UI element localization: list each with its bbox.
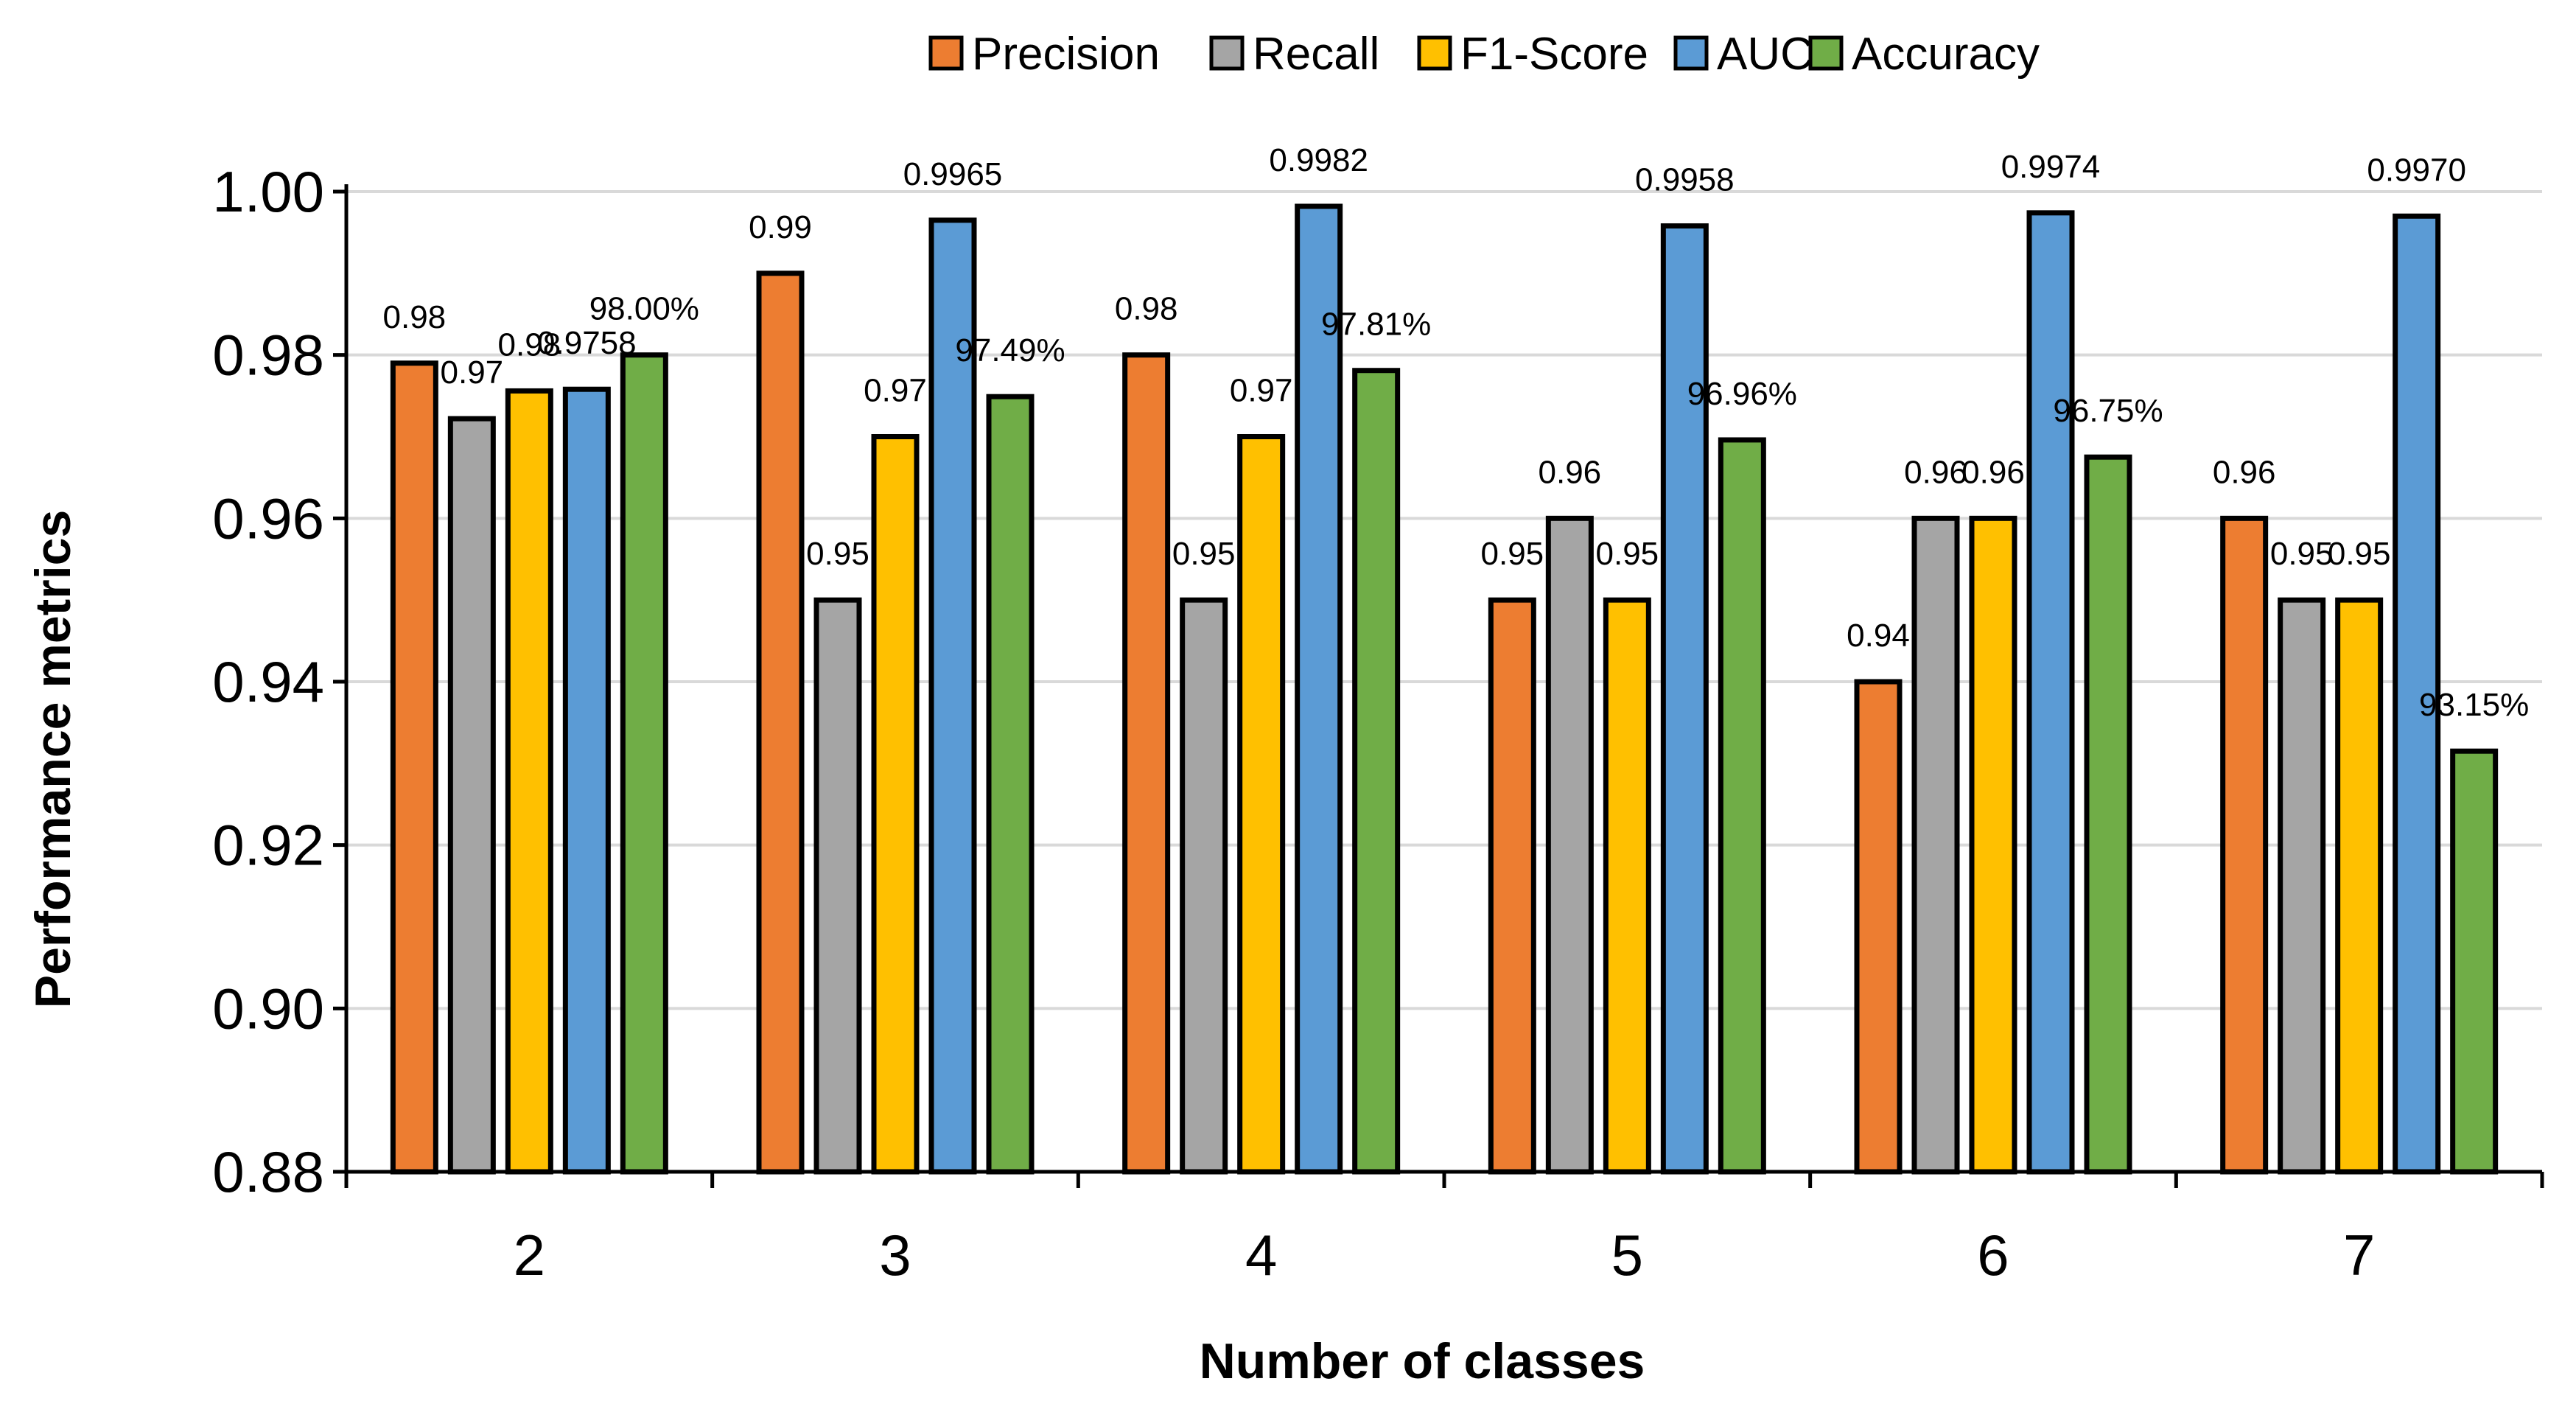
- x-tick-label: 2: [514, 1223, 545, 1288]
- data-label: 0.98: [498, 326, 561, 363]
- bar-f1-score: [2335, 597, 2384, 1175]
- data-label: 0.96: [1961, 454, 2025, 490]
- bar-recall: [2278, 597, 2326, 1175]
- data-label: 96.75%: [2053, 393, 2163, 429]
- legend-swatch: [1808, 35, 1844, 71]
- x-tick-label: 4: [1245, 1223, 1277, 1288]
- bars: [390, 203, 2499, 1175]
- data-label: 0.97: [864, 373, 927, 409]
- data-label: 0.95: [806, 536, 869, 572]
- x-tick-label: 6: [1977, 1223, 2009, 1288]
- data-label: 0.9958: [1635, 162, 1735, 198]
- bar-precision: [2220, 515, 2269, 1175]
- data-label: 97.49%: [955, 332, 1065, 368]
- bar-f1-score: [871, 434, 920, 1175]
- bar-recall: [1180, 597, 1228, 1175]
- bar-accuracy: [2450, 748, 2499, 1175]
- data-label: 0.95: [1172, 536, 1236, 572]
- bar-auc: [2393, 213, 2441, 1175]
- data-label: 0.95: [2328, 536, 2391, 572]
- bar-accuracy: [1352, 368, 1401, 1175]
- legend-label: Recall: [1253, 29, 1379, 80]
- data-label: 0.95: [1481, 536, 1544, 572]
- data-label: 0.96: [2213, 454, 2276, 490]
- bar-precision: [1488, 597, 1536, 1175]
- y-tick-label: 0.98: [212, 323, 324, 388]
- data-label: 0.9970: [2367, 152, 2466, 188]
- data-label: 0.99: [749, 209, 812, 245]
- data-label: 96.96%: [1687, 376, 1797, 412]
- data-label: 98.00%: [589, 291, 699, 327]
- data-label: 0.9758: [537, 325, 637, 361]
- bar-auc: [2026, 210, 2075, 1175]
- bar-precision: [1122, 352, 1171, 1175]
- data-label: 0.96: [1904, 454, 1967, 490]
- bar-accuracy: [986, 394, 1035, 1175]
- data-label: 0.97: [441, 354, 504, 391]
- data-labels: 0.980.990.980.950.940.960.970.95 0.950.96…: [383, 142, 2530, 723]
- legend: Precision Recall F1-Score AUC Accuracy: [928, 29, 2040, 80]
- bar-recall: [1545, 515, 1594, 1175]
- bar-recall: [447, 416, 496, 1175]
- data-label: 0.9974: [2001, 149, 2101, 185]
- bar-precision: [390, 360, 438, 1175]
- bar-f1-score: [1969, 515, 2017, 1175]
- bar-recall: [1911, 515, 1960, 1175]
- legend-swatch: [928, 35, 964, 71]
- data-label: 0.9982: [1269, 142, 1368, 178]
- legend-label: F1-Score: [1460, 29, 1648, 80]
- legend-swatch: [1673, 35, 1709, 71]
- data-label: 97.81%: [1321, 307, 1431, 343]
- y-tick-label: 0.96: [212, 486, 324, 551]
- bar-auc: [1295, 203, 1343, 1175]
- legend-label: Accuracy: [1852, 29, 2040, 80]
- legend-swatch: [1209, 35, 1245, 71]
- axes: 0.88 0.90 0.92 0.94 0.96 0.98 1.00 2 3 4 5 6 7: [212, 159, 2544, 1288]
- y-tick-label: 0.94: [212, 649, 324, 714]
- bar-auc: [562, 386, 611, 1175]
- bar-accuracy: [2084, 454, 2132, 1175]
- bar-f1-score: [1237, 434, 1286, 1175]
- bar-f1-score: [505, 388, 553, 1175]
- bar-precision: [756, 270, 805, 1175]
- y-tick-label: 1.00: [212, 159, 324, 224]
- data-label: 0.9965: [903, 156, 1003, 192]
- bar-auc: [1660, 223, 1709, 1175]
- data-label: 0.94: [1847, 618, 1910, 654]
- gridlines: [346, 190, 2542, 1010]
- data-label: 0.98: [1115, 291, 1178, 327]
- legend-label: Precision: [972, 29, 1160, 80]
- x-axis-title: Number of classes: [1200, 1333, 1645, 1389]
- bar-accuracy: [620, 352, 668, 1175]
- data-label: 0.96: [1539, 454, 1602, 490]
- bar-precision: [1854, 679, 1903, 1175]
- x-tick-label: 7: [2343, 1223, 2375, 1288]
- data-label: 0.97: [1230, 373, 1293, 409]
- bar-recall: [813, 597, 862, 1175]
- y-axis-title: Performance metrics: [25, 510, 81, 1009]
- y-tick-label: 0.90: [212, 976, 324, 1041]
- legend-label: AUC: [1717, 29, 1813, 80]
- data-label: 93.15%: [2419, 687, 2529, 723]
- y-tick-label: 0.88: [212, 1139, 324, 1204]
- bar-accuracy: [1718, 437, 1766, 1175]
- bar-f1-score: [1603, 597, 1651, 1175]
- x-tick-label: 5: [1611, 1223, 1643, 1288]
- y-tick-label: 0.92: [212, 813, 324, 878]
- data-label: 0.98: [383, 299, 447, 335]
- data-label: 0.95: [1596, 536, 1659, 572]
- x-tick-label: 3: [879, 1223, 911, 1288]
- legend-swatch: [1417, 35, 1452, 71]
- data-label: 0.95: [2270, 536, 2334, 572]
